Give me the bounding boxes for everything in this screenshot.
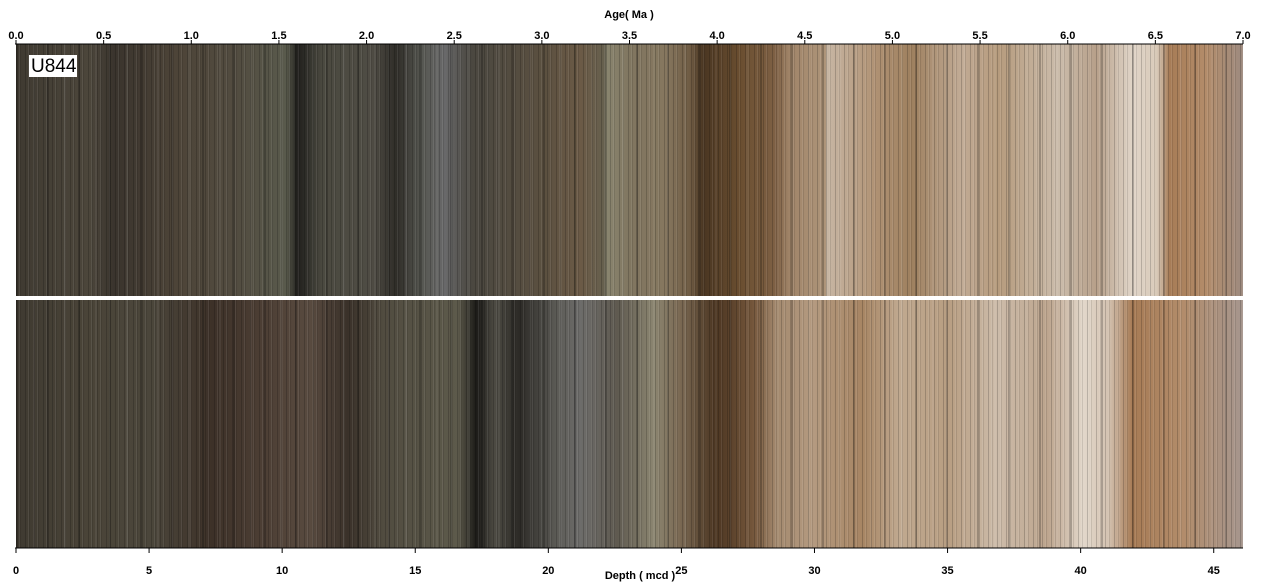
x-tick-label: 1.0 [184, 30, 199, 42]
x2-tick-label: 25 [675, 565, 687, 577]
x2-tick-label: 40 [1075, 565, 1087, 577]
site-label: U844 [31, 56, 77, 77]
core-image-top [16, 44, 1243, 296]
x2-tick-label: 0 [13, 565, 19, 577]
x-axis-title: Age( Ma ) [604, 9, 654, 21]
x2-tick-label: 45 [1208, 565, 1220, 577]
x-tick-label: 4.0 [709, 30, 724, 42]
label-box [29, 55, 77, 77]
x-tick-label: 2.5 [447, 30, 462, 42]
x-tick-label: 5.5 [972, 30, 987, 42]
x-tick-label: 3.5 [622, 30, 637, 42]
x2-tick-label: 15 [409, 565, 421, 577]
x2-tick-label: 20 [542, 565, 554, 577]
x2-tick-label: 5 [146, 565, 152, 577]
x-tick-label: 6.5 [1148, 30, 1163, 42]
x-tick-label: 5.0 [885, 30, 900, 42]
x-tick-label: 4.5 [797, 30, 812, 42]
x2-tick-label: 10 [276, 565, 288, 577]
x-tick-label: 2.0 [359, 30, 374, 42]
x2-axis-title: Depth ( mcd ) [605, 570, 676, 582]
x2-tick-label: 30 [808, 565, 820, 577]
core-image-bottom [16, 300, 1243, 548]
x-tick-label: 0.0 [8, 30, 23, 42]
x-tick-label: 6.0 [1060, 30, 1075, 42]
x-tick-label: 1.5 [271, 30, 286, 42]
x2-tick-label: 35 [941, 565, 953, 577]
x-tick-label: 3.0 [534, 30, 549, 42]
x-tick-label: 0.5 [96, 30, 111, 42]
x-tick-label: 7.0 [1235, 30, 1250, 42]
